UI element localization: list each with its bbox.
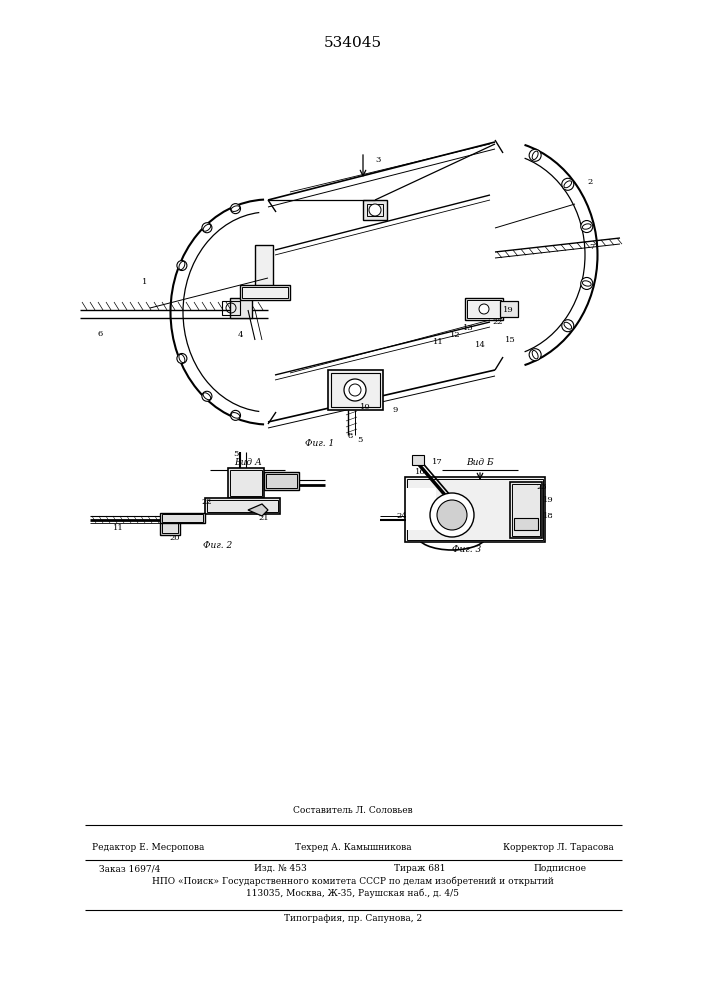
Text: 11: 11 xyxy=(112,524,124,532)
Bar xyxy=(162,514,203,522)
Circle shape xyxy=(230,410,240,420)
Text: Фиг. 3: Фиг. 3 xyxy=(452,546,481,554)
Text: 1: 1 xyxy=(142,278,148,286)
Text: 2: 2 xyxy=(588,178,592,186)
Bar xyxy=(266,474,297,488)
Bar xyxy=(160,521,180,535)
Bar xyxy=(255,245,273,290)
Text: Тираж 681: Тираж 681 xyxy=(395,864,445,873)
Bar xyxy=(405,477,545,542)
Bar xyxy=(228,468,264,498)
Circle shape xyxy=(202,391,212,401)
Text: 6: 6 xyxy=(98,330,103,338)
Text: 24: 24 xyxy=(397,512,407,520)
Text: 4: 4 xyxy=(238,331,243,339)
Text: Заказ 1697/4: Заказ 1697/4 xyxy=(99,864,160,873)
Bar xyxy=(222,301,240,315)
Bar xyxy=(160,513,205,523)
Text: 5: 5 xyxy=(357,436,363,444)
Text: 20: 20 xyxy=(170,534,180,542)
Text: 19: 19 xyxy=(543,496,554,504)
Text: 7: 7 xyxy=(590,243,595,251)
Bar xyxy=(467,300,501,318)
Bar xyxy=(510,482,542,538)
Text: Редактор Е. Месропова: Редактор Е. Месропова xyxy=(92,843,204,852)
Text: 19: 19 xyxy=(503,306,513,314)
Bar xyxy=(331,373,380,407)
Circle shape xyxy=(230,204,240,214)
Bar xyxy=(363,200,387,220)
Text: 10: 10 xyxy=(360,403,370,411)
Bar xyxy=(412,455,424,465)
Bar xyxy=(207,500,278,512)
Text: Фиг. 2: Фиг. 2 xyxy=(204,540,233,550)
Bar xyxy=(512,484,540,536)
Circle shape xyxy=(562,178,574,190)
Text: 12: 12 xyxy=(450,331,460,339)
Circle shape xyxy=(430,493,474,537)
Bar xyxy=(205,498,280,514)
Bar xyxy=(240,285,290,300)
Text: 17: 17 xyxy=(432,458,443,466)
Circle shape xyxy=(562,320,574,332)
Bar xyxy=(264,472,299,490)
Bar xyxy=(500,301,518,317)
Circle shape xyxy=(369,204,381,216)
Circle shape xyxy=(580,221,592,233)
Text: Фиг. 1: Фиг. 1 xyxy=(305,438,334,448)
Text: Вид А: Вид А xyxy=(234,458,262,467)
Bar xyxy=(406,488,436,530)
Text: 5: 5 xyxy=(233,450,239,458)
Polygon shape xyxy=(248,504,268,516)
Text: 23: 23 xyxy=(537,483,547,491)
Text: 3: 3 xyxy=(375,156,380,164)
Text: 13: 13 xyxy=(462,324,474,332)
Bar xyxy=(242,287,288,298)
Bar xyxy=(407,479,543,540)
Bar xyxy=(162,523,178,533)
Circle shape xyxy=(202,223,212,233)
Text: 9: 9 xyxy=(392,406,397,414)
Text: 21: 21 xyxy=(259,514,269,522)
Text: 16: 16 xyxy=(415,468,426,476)
Text: 18: 18 xyxy=(543,512,554,520)
Circle shape xyxy=(437,500,467,530)
Text: Вид Б: Вид Б xyxy=(466,458,493,467)
Circle shape xyxy=(479,304,489,314)
Text: Составитель Л. Соловьев: Составитель Л. Соловьев xyxy=(293,806,413,815)
Text: 14: 14 xyxy=(474,341,486,349)
Bar xyxy=(230,298,252,318)
Circle shape xyxy=(177,261,187,271)
Text: Техред А. Камышникова: Техред А. Камышникова xyxy=(295,843,411,852)
Bar xyxy=(367,204,383,216)
Bar xyxy=(465,298,503,320)
Text: 22: 22 xyxy=(493,318,503,326)
Text: НПО «Поиск» Государственного комитета СССР по делам изобретений и открытий: НПО «Поиск» Государственного комитета СС… xyxy=(152,876,554,886)
Bar xyxy=(230,470,262,496)
Circle shape xyxy=(344,379,366,401)
Text: Изд. № 453: Изд. № 453 xyxy=(254,864,306,873)
Text: 534045: 534045 xyxy=(324,36,382,50)
Text: 11: 11 xyxy=(433,338,443,346)
Bar xyxy=(514,518,538,530)
Circle shape xyxy=(580,277,592,289)
Text: Подписное: Подписное xyxy=(534,864,587,873)
Text: 15: 15 xyxy=(505,336,515,344)
Text: Типография, пр. Сапунова, 2: Типография, пр. Сапунова, 2 xyxy=(284,914,422,923)
Text: 113035, Москва, Ж-35, Раушская наб., д. 4/5: 113035, Москва, Ж-35, Раушская наб., д. … xyxy=(247,888,460,898)
Circle shape xyxy=(529,149,541,161)
Bar xyxy=(328,370,383,410)
Text: 22: 22 xyxy=(201,498,212,506)
Circle shape xyxy=(177,353,187,363)
Circle shape xyxy=(529,349,541,361)
Text: Корректор Л. Тарасова: Корректор Л. Тарасова xyxy=(503,843,614,852)
Text: 8: 8 xyxy=(347,432,353,440)
